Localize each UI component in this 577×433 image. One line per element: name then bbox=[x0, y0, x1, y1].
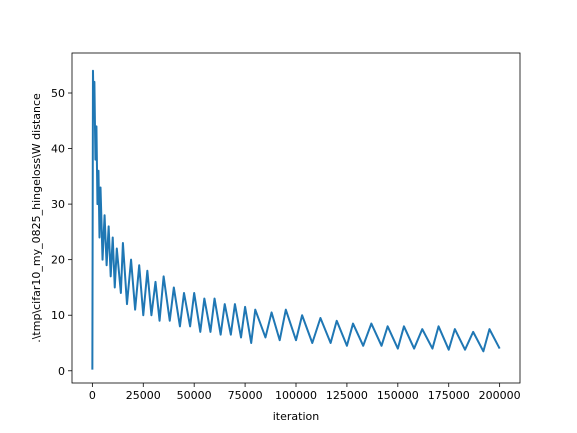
y-tick-label: 0 bbox=[58, 365, 65, 378]
y-tick-label: 30 bbox=[51, 198, 65, 211]
x-tick-label: 75000 bbox=[228, 389, 263, 402]
x-tick-label: 0 bbox=[89, 389, 96, 402]
y-axis-label: .\tmp\cifar10_my_0825_hingeloss\W distan… bbox=[30, 93, 43, 343]
y-tick-label: 40 bbox=[51, 143, 65, 156]
x-tick-label: 175000 bbox=[428, 389, 470, 402]
plot-frame bbox=[71, 52, 521, 384]
x-tick-label: 50000 bbox=[177, 389, 212, 402]
x-tick-label: 25000 bbox=[126, 389, 161, 402]
x-tick-label: 125000 bbox=[326, 389, 368, 402]
y-tick-label: 50 bbox=[51, 87, 65, 100]
x-tick-label: 200000 bbox=[479, 389, 521, 402]
y-tick-label: 20 bbox=[51, 254, 65, 267]
line-series bbox=[91, 69, 501, 370]
x-axis-label: iteration bbox=[273, 410, 319, 423]
y-tick-label: 10 bbox=[51, 309, 65, 322]
x-tick-label: 150000 bbox=[377, 389, 419, 402]
x-tick-label: 100000 bbox=[275, 389, 317, 402]
